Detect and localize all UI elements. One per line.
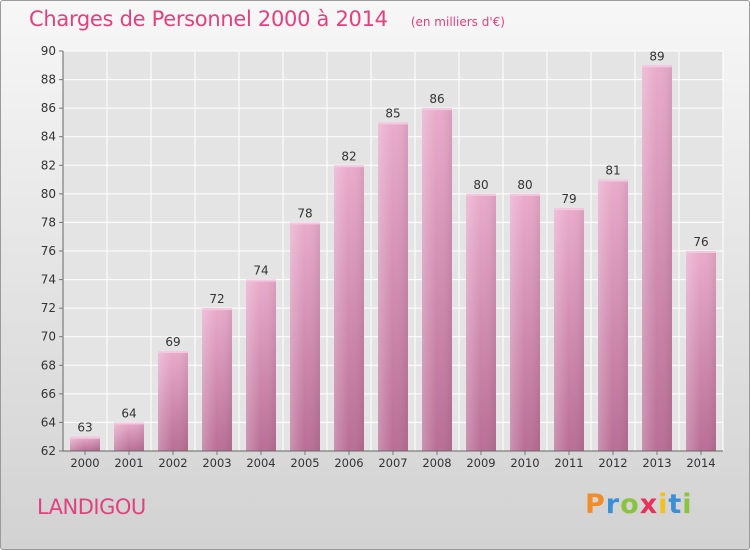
x-tick-label: 2009 bbox=[466, 456, 495, 470]
bar-shade bbox=[466, 193, 496, 451]
y-tick-label: 86 bbox=[41, 101, 56, 115]
y-tick-label: 74 bbox=[41, 273, 56, 287]
bar-top bbox=[114, 422, 144, 425]
plot-area: 62 64 66 68 70 72 74 76 78 80 82 84 86 88 90 63 2000 64 20… bbox=[41, 44, 724, 470]
x-tick-label: 2001 bbox=[114, 456, 143, 470]
x-tick-label: 2011 bbox=[554, 456, 583, 470]
bar-top bbox=[158, 351, 188, 353]
data-label: 80 bbox=[517, 178, 532, 192]
data-label: 63 bbox=[77, 421, 92, 435]
data-label: 69 bbox=[165, 335, 180, 349]
bar-shade bbox=[158, 351, 188, 451]
data-label: 76 bbox=[693, 235, 708, 249]
bar-top bbox=[686, 251, 716, 253]
bar-shade bbox=[114, 422, 144, 451]
x-tick-label: 2005 bbox=[290, 456, 319, 470]
bar-shade bbox=[554, 208, 584, 451]
bar-shade bbox=[378, 122, 408, 451]
bar-shade bbox=[686, 251, 716, 451]
bar-top bbox=[202, 308, 232, 311]
data-label: 86 bbox=[429, 92, 444, 106]
bar-shade bbox=[290, 222, 320, 451]
bar-shade bbox=[598, 179, 628, 452]
data-label: 80 bbox=[473, 178, 488, 192]
y-tick-label: 70 bbox=[41, 330, 56, 344]
x-tick-label: 2012 bbox=[598, 456, 627, 470]
bar-shade bbox=[202, 308, 232, 451]
x-tick-label: 2002 bbox=[158, 456, 187, 470]
data-label: 72 bbox=[209, 292, 224, 306]
bar-shade bbox=[334, 165, 364, 452]
data-label: 85 bbox=[385, 106, 400, 120]
y-tick-label: 78 bbox=[41, 215, 56, 229]
bar-top bbox=[334, 165, 364, 168]
x-tick-label: 2008 bbox=[422, 456, 451, 470]
bar-top bbox=[422, 108, 452, 111]
data-label: 64 bbox=[121, 406, 136, 420]
bar-top bbox=[598, 179, 628, 182]
data-label: 78 bbox=[297, 206, 312, 220]
bar-top bbox=[554, 208, 584, 211]
bar-top bbox=[246, 279, 276, 282]
y-tick-label: 76 bbox=[41, 244, 56, 258]
data-label: 79 bbox=[561, 192, 576, 206]
y-tick-label: 72 bbox=[41, 301, 56, 315]
bar-top bbox=[510, 193, 540, 196]
title-row: Charges de Personnel 2000 à 2014 (en mil… bbox=[29, 7, 505, 31]
y-tick-label: 82 bbox=[41, 158, 56, 172]
bar-top bbox=[466, 193, 496, 196]
data-label: 82 bbox=[341, 149, 356, 163]
bar-shade bbox=[642, 65, 672, 452]
data-label: 74 bbox=[253, 264, 268, 278]
bar-shade bbox=[246, 279, 276, 451]
x-tick-label: 2000 bbox=[70, 456, 99, 470]
bar-shade bbox=[70, 436, 100, 451]
y-tick-label: 88 bbox=[41, 73, 56, 87]
logo-letter: r bbox=[605, 489, 621, 520]
y-tick-label: 84 bbox=[41, 130, 56, 144]
bar-shade bbox=[510, 193, 540, 451]
bar-top bbox=[378, 122, 408, 125]
y-tick-label: 66 bbox=[41, 387, 56, 401]
x-tick-label: 2004 bbox=[246, 456, 275, 470]
y-tick-label: 90 bbox=[41, 44, 56, 58]
logo-letter: t bbox=[668, 489, 683, 520]
data-label: 81 bbox=[605, 164, 620, 178]
bar-shade bbox=[422, 108, 452, 452]
bar-top bbox=[70, 436, 100, 439]
x-tick-label: 2013 bbox=[642, 456, 671, 470]
chart-title: Charges de Personnel 2000 à 2014 bbox=[29, 7, 388, 31]
x-tick-label: 2006 bbox=[334, 456, 363, 470]
logo-letter: o bbox=[620, 489, 640, 520]
chart-subtitle: (en milliers d'€) bbox=[410, 15, 505, 29]
commune-name: LANDIGOU bbox=[37, 495, 146, 519]
y-tick-label: 62 bbox=[41, 444, 56, 458]
bar-top bbox=[642, 65, 672, 68]
x-tick-label: 2010 bbox=[510, 456, 539, 470]
logo-letter: i bbox=[682, 489, 693, 520]
logo-letter: P bbox=[585, 489, 606, 520]
x-tick-label: 2003 bbox=[202, 456, 231, 470]
y-tick-label: 68 bbox=[41, 358, 56, 372]
x-tick-label: 2007 bbox=[378, 456, 407, 470]
logo-letter: i bbox=[658, 489, 669, 520]
data-label: 89 bbox=[649, 49, 664, 63]
y-tick-label: 64 bbox=[41, 415, 56, 429]
proxiti-logo: Proxiti bbox=[585, 489, 693, 520]
x-tick-label: 2014 bbox=[686, 456, 715, 470]
y-tick-label: 80 bbox=[41, 187, 56, 201]
bar-top bbox=[290, 222, 320, 225]
logo-letter: x bbox=[639, 489, 659, 520]
